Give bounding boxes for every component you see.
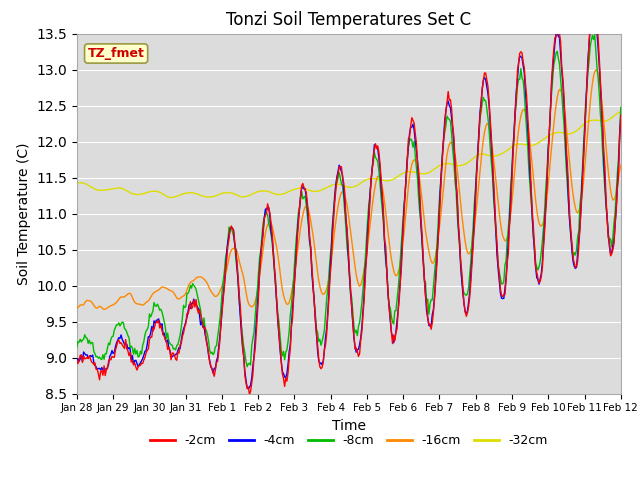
-8cm (404, 144, 412, 150)
-2cm (303, 200, 311, 205)
Line: -16cm: -16cm (77, 70, 621, 309)
-2cm (617, 112, 625, 118)
-4cm (589, 8, 597, 13)
-8cm (568, 242, 576, 248)
-32cm (568, 130, 576, 136)
-4cm (303, 203, 311, 209)
-4cm (73, 358, 81, 363)
Line: -8cm: -8cm (77, 34, 621, 367)
-16cm (303, 204, 311, 210)
-2cm (378, 192, 386, 197)
-32cm (378, 177, 386, 183)
-16cm (243, 296, 251, 301)
Title: Tonzi Soil Temperatures Set C: Tonzi Soil Temperatures Set C (226, 11, 472, 29)
-8cm (243, 364, 251, 370)
-2cm (568, 241, 576, 247)
-8cm (378, 207, 386, 213)
X-axis label: Time: Time (332, 419, 366, 433)
-4cm (378, 197, 386, 203)
-16cm (73, 305, 81, 311)
-16cm (568, 183, 576, 189)
-32cm (73, 180, 81, 186)
-4cm (242, 377, 250, 383)
-16cm (100, 306, 108, 312)
Text: TZ_fmet: TZ_fmet (88, 47, 145, 60)
Legend: -2cm, -4cm, -8cm, -16cm, -32cm: -2cm, -4cm, -8cm, -16cm, -32cm (145, 429, 553, 452)
-8cm (591, 31, 598, 37)
-2cm (404, 136, 412, 142)
-2cm (242, 380, 250, 386)
-2cm (474, 155, 481, 160)
-8cm (242, 359, 250, 364)
-32cm (243, 193, 251, 199)
-4cm (474, 149, 481, 155)
Line: -32cm: -32cm (77, 112, 621, 198)
-2cm (73, 358, 81, 364)
Y-axis label: Soil Temperature (C): Soil Temperature (C) (17, 143, 31, 285)
-32cm (167, 195, 175, 201)
-2cm (246, 392, 253, 397)
-16cm (617, 163, 625, 168)
-4cm (568, 248, 576, 254)
-4cm (404, 144, 412, 149)
Line: -4cm: -4cm (77, 11, 621, 389)
Line: -2cm: -2cm (77, 0, 621, 395)
-32cm (303, 187, 311, 192)
-8cm (617, 105, 625, 110)
-4cm (244, 386, 252, 392)
-32cm (404, 169, 412, 175)
-16cm (378, 184, 386, 190)
-4cm (617, 113, 625, 119)
-32cm (474, 152, 481, 158)
-32cm (617, 109, 625, 115)
-8cm (474, 149, 481, 155)
-16cm (404, 183, 412, 189)
-16cm (474, 192, 481, 198)
-16cm (592, 67, 600, 73)
-8cm (303, 212, 311, 218)
-8cm (73, 345, 81, 350)
